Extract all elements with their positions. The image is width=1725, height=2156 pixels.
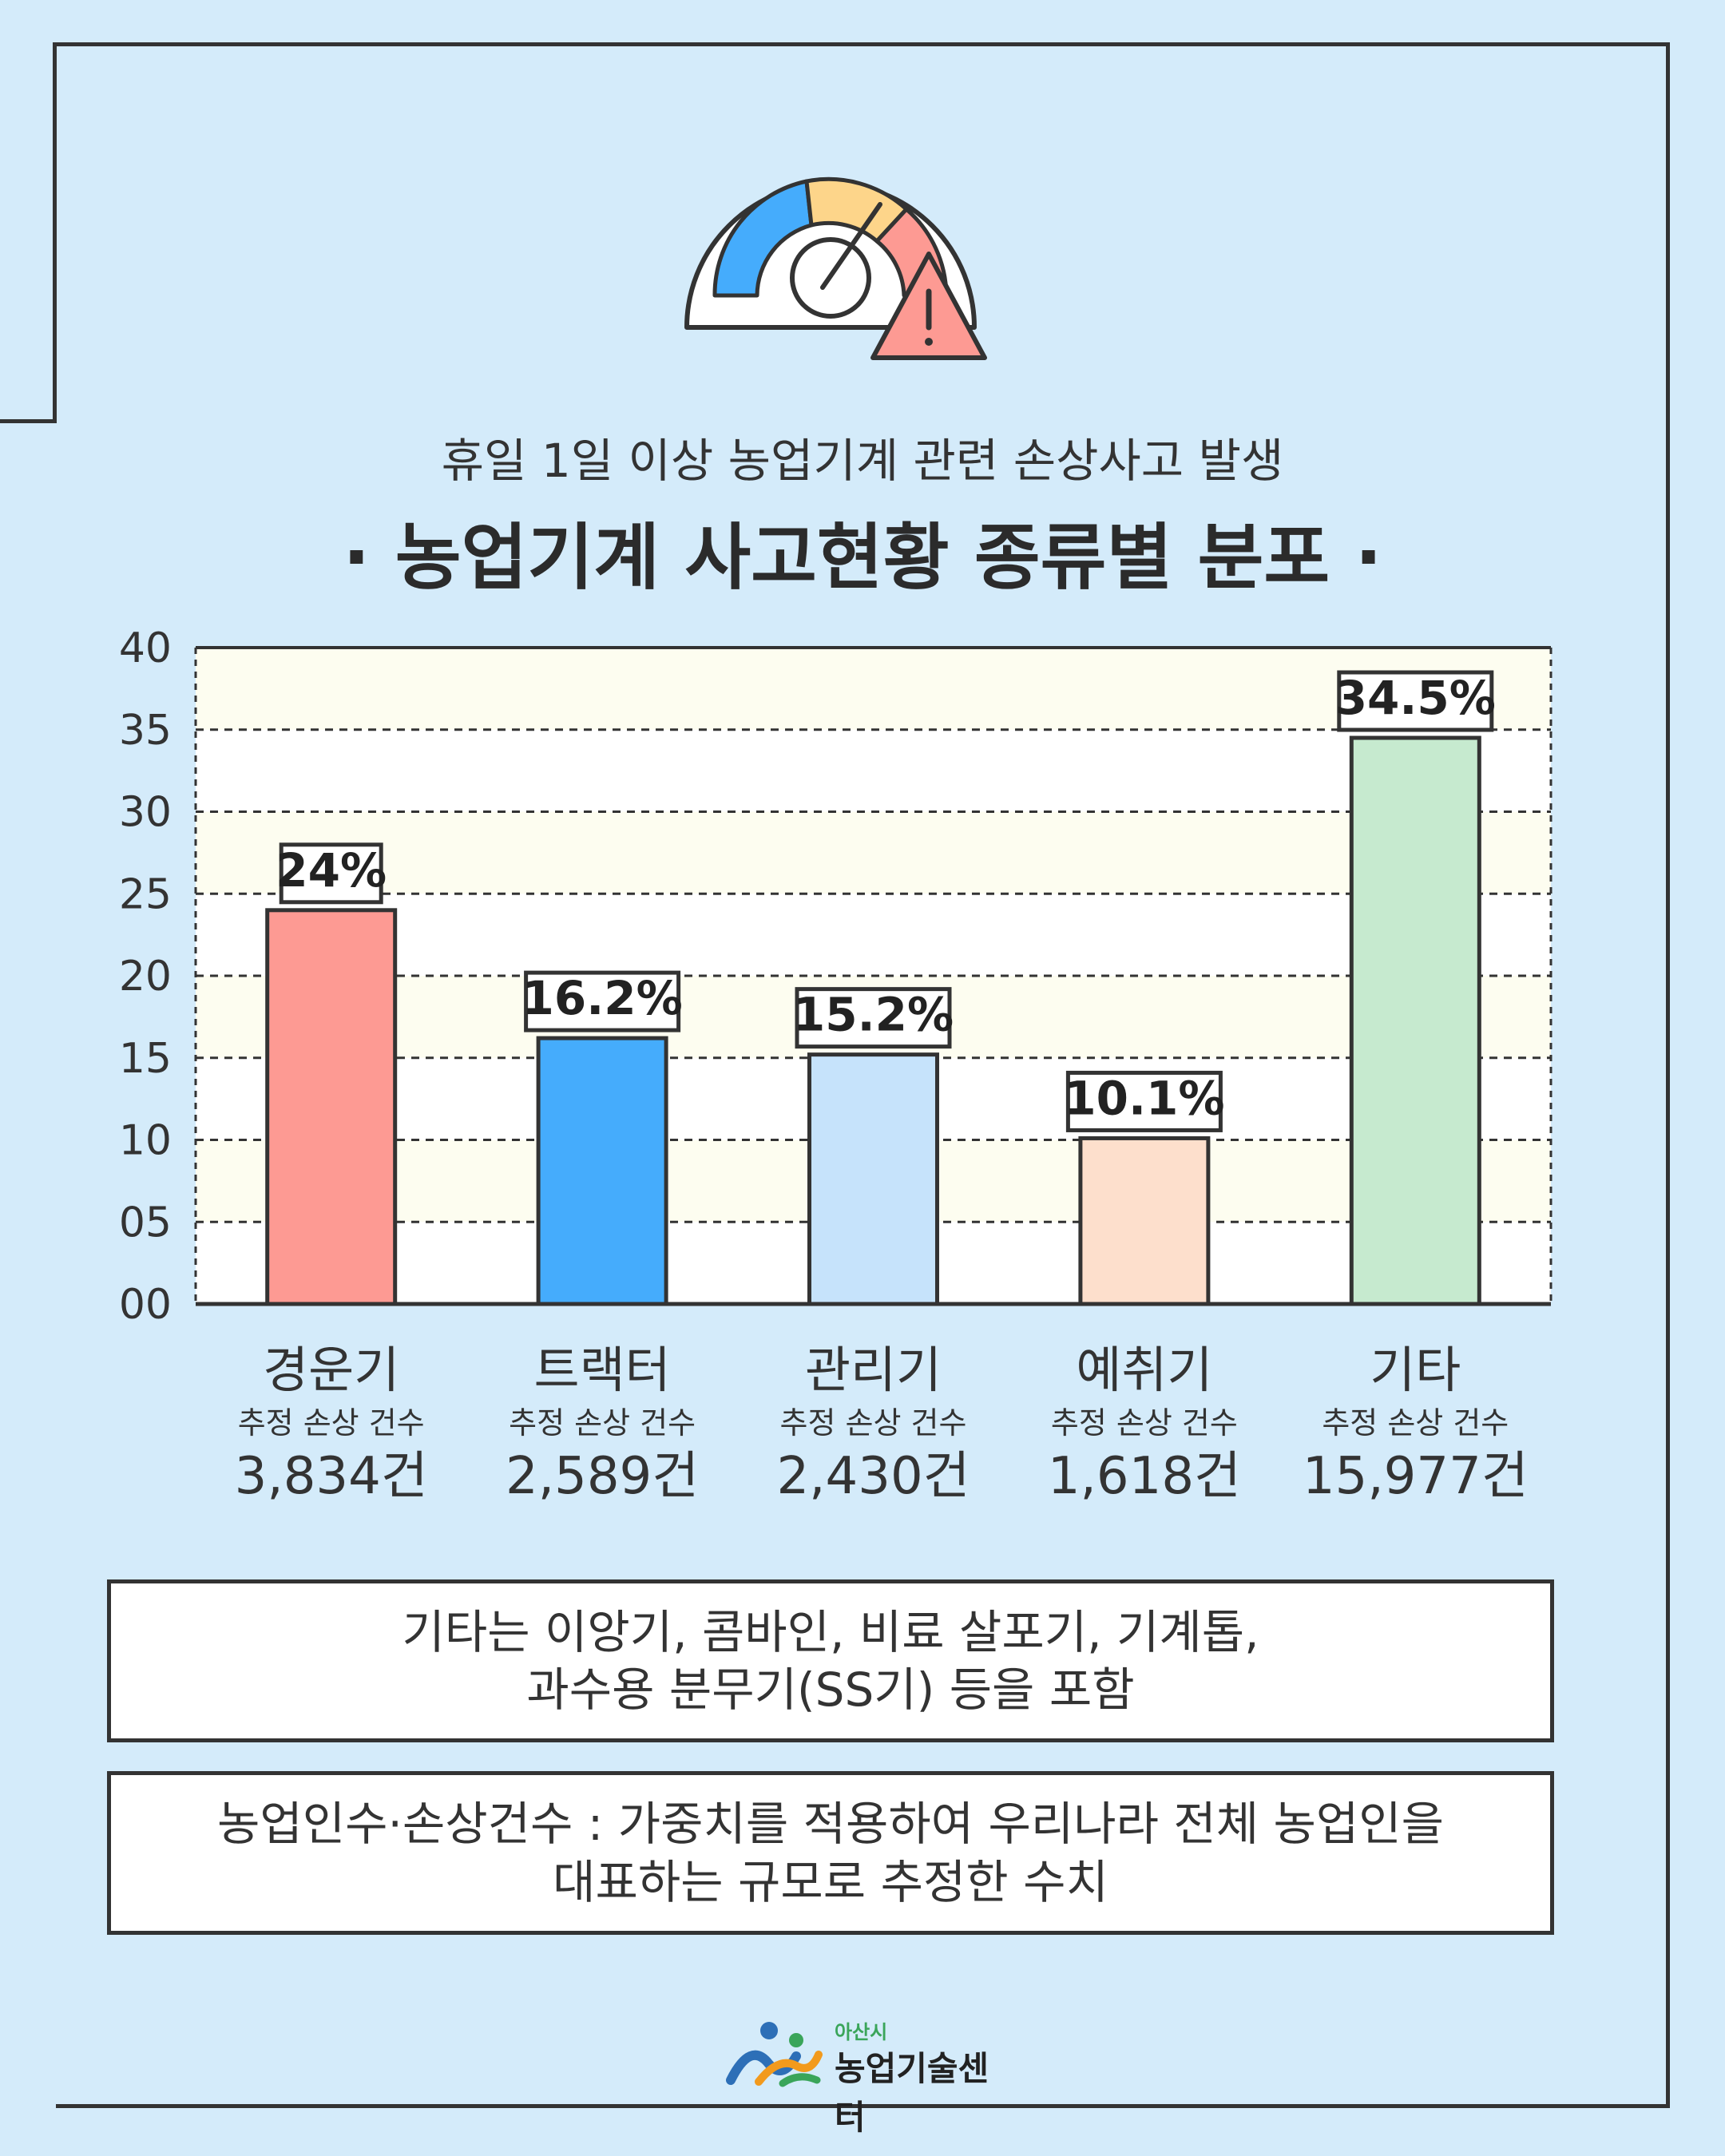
bar: [265, 908, 398, 1306]
logo-mark-icon: [726, 2022, 823, 2087]
y-tick-label: 15: [119, 1035, 172, 1083]
note-estimation-method: 농업인수·손상건수 : 가중치를 적용하여 우리나라 전체 농업인을 대표하는 …: [107, 1771, 1554, 1935]
bar: [1349, 735, 1481, 1306]
note1-line2: 과수용 분무기(SS기) 등을 포함: [526, 1663, 1135, 1717]
logo-city-text: 아산시: [835, 2021, 888, 2043]
grid-band: [196, 648, 1551, 730]
note1-line1: 기타는 이앙기, 콤바인, 비료 살포기, 기계톱,: [402, 1604, 1259, 1659]
page-frame-left-edge: [53, 42, 57, 423]
data-label: 10.1%: [1064, 1071, 1224, 1125]
count-value: 2,430건: [776, 1447, 970, 1506]
data-label: 24%: [276, 843, 387, 898]
y-tick-label: 00: [119, 1281, 172, 1329]
data-label-box: [795, 987, 952, 1049]
y-tick-label: 25: [119, 870, 172, 918]
x-tick-label: 관리기: [804, 1341, 942, 1399]
y-tick-label: 20: [119, 953, 172, 1001]
count-caption: 추정 손상 건수: [1322, 1405, 1509, 1441]
data-label-box: [524, 970, 681, 1032]
count-value: 2,589건: [506, 1447, 700, 1506]
bar: [536, 1036, 668, 1306]
y-tick-label: 30: [119, 789, 172, 837]
data-label-box: [1337, 670, 1494, 732]
data-label: 16.2%: [521, 971, 682, 1025]
count-value: 3,834건: [234, 1447, 428, 1506]
y-tick-label: 35: [119, 707, 172, 755]
chart-subtitle: 휴일 1일 이상 농업기계 관련 손상사고 발생: [441, 434, 1284, 488]
bar-chart: 00 05 10 15 20 25 30 35 40 24% 16.2% 15.2% 10.1% 34.5…: [119, 624, 1552, 1329]
grid-band: [196, 811, 1551, 894]
chart-title: · 농업기계 사고현황 종류별 분포 ·: [343, 516, 1382, 600]
y-tick-label: 05: [119, 1199, 172, 1246]
count-value: 1,618건: [1047, 1447, 1241, 1506]
note2-line1: 농업인수·손상건수 : 가중치를 적용하여 우리나라 전체 농업인을: [217, 1797, 1444, 1851]
x-tick-label: 예취기: [1076, 1341, 1213, 1399]
organization-logo: 아산시 농업기술센터: [723, 2016, 1010, 2137]
count-value: 15,977건: [1302, 1447, 1529, 1506]
page-frame-corner: [0, 419, 57, 423]
data-label-box: [1065, 1070, 1223, 1132]
x-tick-label: 경운기: [263, 1341, 400, 1399]
logo-org-text: 농업기술센터: [835, 2049, 989, 2137]
x-tick-label: 기타: [1370, 1341, 1461, 1399]
data-label: 34.5%: [1335, 671, 1496, 725]
x-tick-label: 트랙터: [533, 1341, 671, 1399]
warning-gauge-icon: [684, 176, 987, 360]
note2-line2: 대표하는 규모로 추정한 수치: [553, 1854, 1108, 1909]
data-label: 15.2%: [793, 988, 954, 1042]
note-other-definition: 기타는 이앙기, 콤바인, 비료 살포기, 기계톱, 과수용 분무기(SS기) …: [107, 1579, 1554, 1742]
count-caption: 추정 손상 건수: [1050, 1405, 1238, 1441]
count-caption: 추정 손상 건수: [509, 1405, 696, 1441]
y-tick-label: 10: [119, 1117, 172, 1165]
bar: [1078, 1135, 1211, 1306]
count-caption: 추정 손상 건수: [237, 1405, 425, 1441]
bar: [807, 1052, 939, 1306]
page-frame: [56, 42, 1670, 2108]
count-caption: 추정 손상 건수: [779, 1405, 967, 1441]
y-tick-label: 40: [119, 624, 172, 672]
data-label-box: [279, 842, 383, 905]
